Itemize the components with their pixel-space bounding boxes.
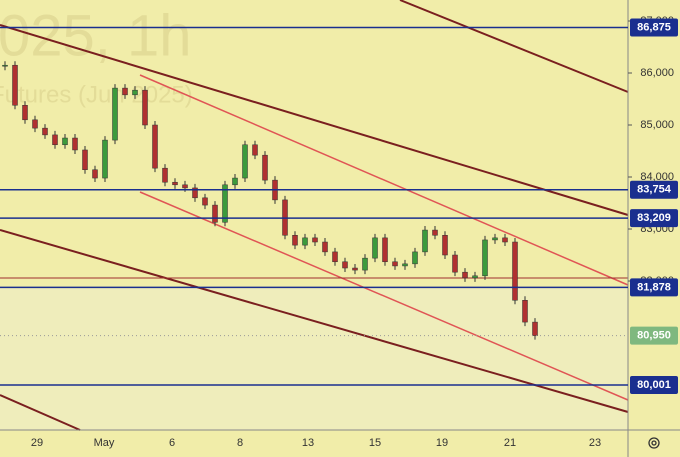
candle [412,251,418,265]
level-label-bg [630,278,678,297]
x-tick-label: 15 [369,437,381,449]
candle [232,177,238,186]
candle [492,237,498,241]
candle [402,263,408,267]
level-label-bg [630,18,678,37]
channel-line [139,191,629,401]
last-price-bg [630,326,678,345]
y-tick-label: 85,000 [640,119,674,131]
candle [162,167,168,183]
trend-line [399,0,629,93]
candle [252,144,258,156]
candle [62,137,68,146]
level-label: 80,001 [637,379,671,391]
candle [72,137,78,151]
candle [192,187,198,199]
candle [322,241,328,253]
candle [102,139,108,179]
candle [422,229,428,253]
x-tick-label: 6 [169,437,175,449]
level-label: 83,754 [637,184,672,196]
candle [522,300,528,323]
level-label: 81,878 [637,281,671,293]
trend-lines [0,0,629,431]
candle [142,89,148,126]
trend-line [0,229,629,413]
watermark-sub: Futures (Jun 2025) [0,81,193,108]
candle [242,144,248,179]
candle [372,237,378,259]
candle [312,237,318,243]
candle [2,64,8,67]
y-tick-label: 84,000 [640,171,674,183]
candle [512,241,518,301]
candle [42,127,48,136]
x-tick-label: 23 [589,437,601,449]
x-tick-label: 19 [436,437,448,449]
x-tick-label: 29 [31,437,43,449]
candle [482,239,488,277]
candle [452,254,458,273]
candle [52,134,58,146]
candle [442,235,448,256]
candle [342,261,348,269]
candle [392,261,398,267]
last-price-label: 80,950 [637,330,671,342]
level-label: 86,875 [637,21,671,33]
candle [532,321,538,336]
candle [182,184,188,189]
candle [202,197,208,206]
x-tick-label: 21 [504,437,516,449]
candle [92,169,98,179]
level-label-bg [630,180,678,199]
candle [22,105,28,121]
candle [502,237,508,243]
candle [292,235,298,246]
settings-icon[interactable] [648,437,660,449]
candle [212,204,218,223]
candle [132,89,138,96]
candle [262,154,268,181]
x-tick-label: 13 [302,437,314,449]
candle [382,237,388,263]
candle [32,119,38,129]
trend-line [0,394,81,431]
candle [302,237,308,246]
candle [222,184,228,223]
trend-line [0,24,629,216]
y-tick-label: 86,000 [640,67,674,79]
candle [332,251,338,263]
candle [472,275,478,279]
candle [352,267,358,271]
watermark: 025, 1h [0,3,192,68]
level-label: 83,209 [637,212,671,224]
candle [82,149,88,170]
candle [362,257,368,271]
candle [112,87,118,141]
x-tick-label: 8 [237,437,243,449]
channel-line [139,74,629,286]
x-tick-label: May [94,437,115,449]
candle [462,271,468,279]
candle [172,181,178,186]
candle [152,124,158,169]
time-axis-bg [0,430,628,457]
level-label-bg [630,209,678,228]
candle [122,87,128,96]
level-label-bg [630,375,678,394]
candle [432,229,438,236]
candle [12,64,18,106]
plot-bg-lower [0,287,628,430]
